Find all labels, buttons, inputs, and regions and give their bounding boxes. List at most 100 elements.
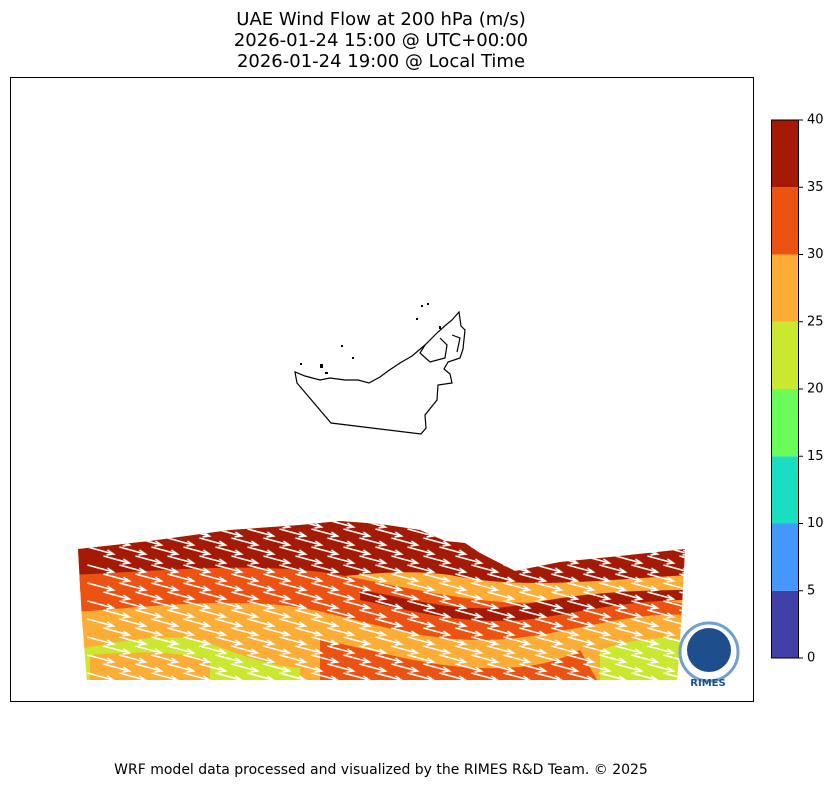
wind-arrow xyxy=(183,564,212,574)
wind-arrow xyxy=(119,654,148,664)
wind-arrow xyxy=(599,600,628,610)
wind-arrow xyxy=(87,600,116,610)
wind-arrow xyxy=(327,663,356,673)
wind-arrow xyxy=(391,663,420,673)
colorbar-segment xyxy=(771,456,799,524)
wind-arrow xyxy=(327,609,356,619)
colorbar-segment xyxy=(771,120,799,188)
wind-arrow xyxy=(199,627,228,637)
wind-arrow xyxy=(391,609,420,619)
wind-arrow xyxy=(135,663,164,673)
wind-arrow xyxy=(583,521,612,529)
wind-arrow xyxy=(423,591,452,601)
wind-arrow xyxy=(375,582,404,592)
wind-arrow xyxy=(231,663,260,673)
wind-arrow xyxy=(583,627,612,637)
wind-arrow xyxy=(695,565,721,573)
wind-arrow xyxy=(311,654,340,664)
wind-arrow xyxy=(503,600,532,610)
wind-arrow xyxy=(199,573,228,583)
wind-arrow xyxy=(375,600,404,610)
wind-arrow xyxy=(215,564,244,574)
wind-arrow xyxy=(375,528,404,538)
colorbar-tick-label: 5 xyxy=(807,583,815,598)
wind-arrow xyxy=(231,627,260,637)
wind-arrow xyxy=(343,654,372,664)
wind-arrow xyxy=(199,682,225,690)
wind-arrow xyxy=(423,645,452,655)
wind-arrow xyxy=(247,618,276,628)
wind-arrow xyxy=(183,618,212,628)
wind-arrow xyxy=(103,591,132,601)
wind-arrow xyxy=(599,582,628,592)
wind-arrow xyxy=(711,538,737,546)
wind-arrow xyxy=(87,582,116,592)
wind-arrow xyxy=(327,627,356,637)
wind-arrow xyxy=(679,609,685,619)
wind-arrow xyxy=(615,591,644,601)
wind-arrow xyxy=(391,627,420,637)
wind-arrow xyxy=(375,654,404,664)
wind-arrow xyxy=(551,573,580,583)
wind-arrow xyxy=(455,555,484,565)
wind-arrow xyxy=(471,600,500,610)
wind-arrow xyxy=(695,529,721,537)
wind-arrow xyxy=(327,555,356,565)
wind-arrow xyxy=(503,618,532,628)
wind-arrow xyxy=(471,636,500,646)
wind-arrow xyxy=(231,645,260,655)
wind-arrow xyxy=(647,663,676,673)
wind-arrow xyxy=(551,537,580,547)
wind-arrow xyxy=(263,555,292,565)
colorbar-segment xyxy=(771,590,799,658)
wind-arrow xyxy=(359,627,388,637)
wind-arrow xyxy=(407,582,436,592)
wind-arrow xyxy=(151,618,180,628)
wind-arrow xyxy=(407,654,436,664)
wind-arrow xyxy=(647,682,673,690)
emirate-border xyxy=(419,337,448,363)
wind-arrow xyxy=(423,555,452,565)
wind-arrow xyxy=(487,573,516,583)
wind-arrow xyxy=(343,636,372,646)
wind-arrow xyxy=(375,636,404,646)
wind-arrow xyxy=(327,682,353,690)
wind-arrow xyxy=(551,627,580,637)
wind-arrow xyxy=(631,636,660,646)
wind-arrow xyxy=(311,546,340,556)
wind-arrow xyxy=(279,564,308,574)
wind-arrow xyxy=(567,564,596,574)
wind-arrow xyxy=(183,546,212,556)
wind-arrow xyxy=(359,645,388,655)
wind-arrow xyxy=(423,663,452,673)
uae-outline xyxy=(294,310,466,435)
wind-arrow xyxy=(295,682,321,690)
wind-arrow xyxy=(167,591,196,601)
wind-arrow xyxy=(247,564,276,574)
wind-arrow xyxy=(343,564,372,574)
wind-arrow xyxy=(631,672,660,680)
wind-arrow xyxy=(583,663,612,673)
wind-arrow xyxy=(183,654,212,664)
wind-arrow xyxy=(119,600,148,610)
wind-arrow xyxy=(599,672,628,680)
wind-arrow xyxy=(199,591,228,601)
wind-arrow xyxy=(615,627,644,637)
wind-arrow xyxy=(519,663,548,673)
wind-arrow xyxy=(119,582,148,592)
wind-arrow xyxy=(87,546,116,556)
wind-arrow xyxy=(519,521,548,529)
wind-arrow xyxy=(183,582,212,592)
wind-arrow xyxy=(455,663,484,673)
wind-arrow xyxy=(615,521,644,529)
wind-arrow xyxy=(583,573,612,583)
wind-arrow xyxy=(439,528,468,538)
wind-arrow xyxy=(151,636,180,646)
wind-arrow xyxy=(279,582,308,592)
wind-arrow xyxy=(679,537,685,547)
wind-arrow xyxy=(231,555,260,565)
colorbar-tick-label: 0 xyxy=(807,651,815,666)
wind-arrow xyxy=(103,663,132,673)
wind-arrow xyxy=(135,591,164,601)
